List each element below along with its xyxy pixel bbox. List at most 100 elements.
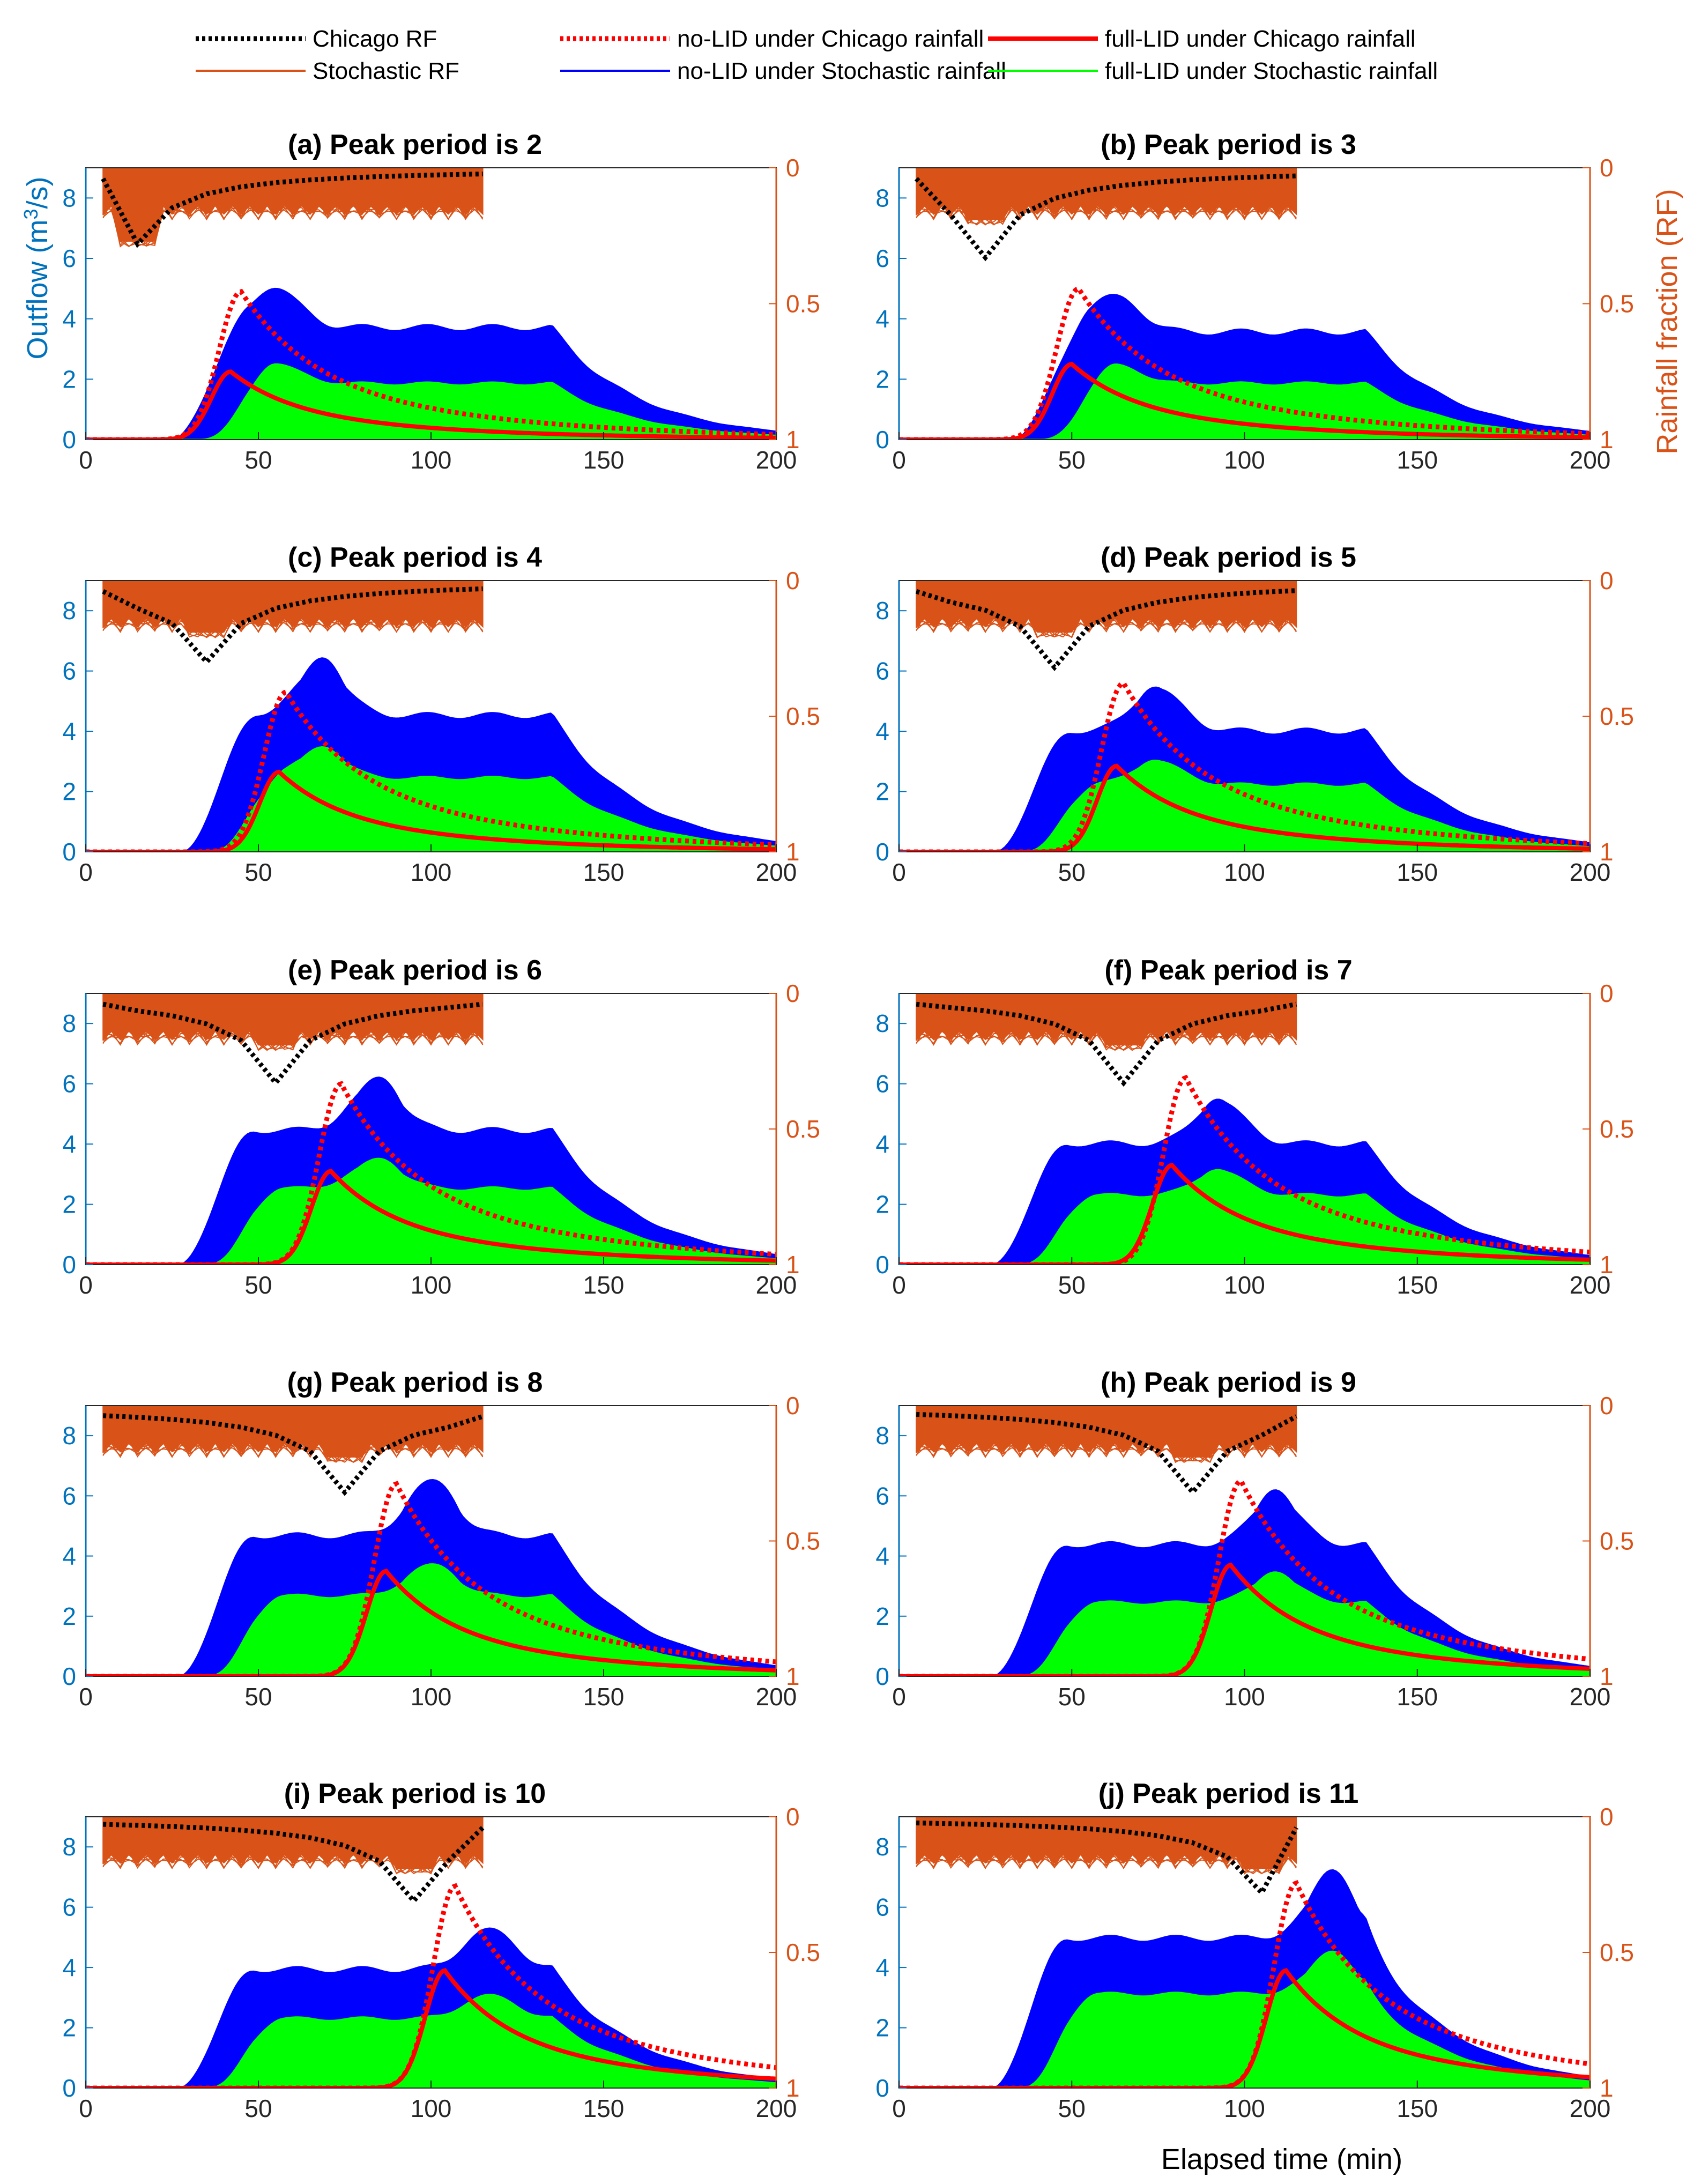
stochastic-rf-line [916,1848,1297,1875]
y-tick-label: 4 [875,305,889,333]
panel-f: 0 50 100 150 200 0 2 4 6 8 0 0.5 1 (f) Peak period is… [875,955,1634,1299]
x-tick-label: 200 [1570,2094,1611,2122]
x-tick-label: 150 [583,1271,625,1299]
panel-title: (i) Peak period is 10 [284,1778,546,1809]
y-tick-label: 0 [875,1251,889,1279]
full-lid-chicago-line [899,1968,1590,2088]
y-tick-label: 2 [62,1602,76,1630]
y-tick-label: 0 [62,1662,76,1690]
stochastic-rf-line [916,1437,1297,1464]
no-lid-chicago-line [86,288,776,440]
stochastic-rf-line [916,1024,1297,1051]
chicago-rf-line [916,1412,1298,1496]
rf-tick-label: 0 [1600,1392,1614,1420]
x-tick-label: 150 [1397,446,1438,474]
y-tick-label: 8 [875,1422,889,1450]
y-tick-label: 6 [62,657,76,685]
stochastic-rf-line [916,612,1297,637]
stochastic-rf-line [916,1848,1297,1875]
y-tick-label: 2 [875,778,889,806]
y-tick-label: 4 [62,1130,76,1158]
x-tick-label: 200 [756,2094,797,2122]
stochastic-rf-line [916,199,1297,226]
x-tick-label: 50 [244,1683,272,1711]
full-lid-chicago-line [899,763,1590,852]
y-tick-label: 0 [875,838,889,866]
panel-title: (a) Peak period is 2 [288,129,542,160]
rf-tick-label: 0 [1600,979,1614,1007]
no-lid-chicago-line [899,1880,1590,2088]
y-tick-label: 2 [62,1191,76,1219]
x-tick-label: 200 [1570,1271,1611,1299]
stochastic-rf-line [916,612,1297,638]
y-tick-label: 0 [62,838,76,866]
stochastic-rf-line [916,612,1297,638]
x-tick-label: 50 [244,858,272,886]
stochastic-rf-line [916,612,1297,638]
y-tick-label: 8 [875,1009,889,1037]
panel-i: 0 50 100 150 200 0 2 4 6 8 0 0.5 1 (i) Peak period is… [62,1778,820,2122]
rf-tick-label: 0.5 [786,702,820,730]
panel-title: (h) Peak period is 9 [1101,1367,1356,1398]
rf-tick-label: 1 [1600,2074,1614,2102]
y-tick-label: 8 [875,597,889,625]
rf-tick-label: 1 [786,838,800,866]
panel-d: 0 50 100 150 200 0 2 4 6 8 0 0.5 1 (d) Peak period is… [875,542,1634,886]
x-tick-label: 100 [1224,2094,1265,2122]
x-tick-label: 100 [1224,1271,1265,1299]
x-tick-label: 200 [756,858,797,886]
panel-a: 0 50 100 150 200 0 2 4 6 8 0 0.5 1 (a) Peak period is… [62,129,820,474]
stochastic-rf-line [103,1437,483,1462]
rf-tick-label: 0.5 [1600,1527,1634,1555]
stochastic-rf-line [102,1848,484,1875]
panel-title: (g) Peak period is 8 [287,1367,543,1398]
y-tick-label: 4 [875,1953,889,1981]
stochastic-rf-band [916,993,1297,1046]
rf-tick-label: 1 [786,1251,800,1279]
rf-tick-label: 1 [786,1662,800,1690]
x-tick-label: 150 [1397,2094,1438,2122]
y-tick-label: 0 [875,2074,889,2102]
y-tick-label: 8 [62,597,76,625]
rf-tick-label: 0 [786,979,800,1007]
full-lid-stochastic-band [992,1571,1590,1676]
y-tick-label: 0 [875,1662,889,1690]
rf-tick-label: 1 [786,426,800,454]
x-tick-label: 100 [1224,446,1265,474]
stochastic-rf-line [102,612,484,638]
stochastic-rf-line [916,199,1297,225]
chicago-rf-line [102,586,483,666]
rf-tick-label: 0 [1600,154,1614,182]
y-tick-label: 6 [62,244,76,272]
x-tick-label: 150 [583,1683,625,1711]
y-tick-label: 6 [875,1482,889,1510]
x-tick-label: 50 [244,1271,272,1299]
y-tick-label: 8 [875,1833,889,1861]
stochastic-rf-line [102,1024,484,1051]
stochastic-rf-line [103,199,483,247]
full-lid-chicago-line [86,1169,776,1265]
full-lid-stochastic-band [996,760,1590,852]
rf-tick-label: 0.5 [1600,1938,1634,1966]
x-tick-label: 200 [756,1683,797,1711]
panel-c: 0 50 100 150 200 0 2 4 6 8 0 0.5 1 (c) Peak period is… [62,542,820,886]
x-tick-label: 150 [1397,858,1438,886]
full-lid-chicago-line [899,1163,1590,1265]
x-tick-label: 0 [892,858,906,886]
y-tick-label: 6 [875,1893,889,1921]
y-tick-label: 6 [875,657,889,685]
chicago-rf-line [916,1821,1299,1897]
x-tick-label: 0 [79,1683,93,1711]
rf-tick-label: 0 [1600,1803,1614,1831]
y-tick-label: 8 [62,1833,76,1861]
rf-tick-label: 1 [1600,426,1614,454]
panel-title: (d) Peak period is 5 [1101,542,1356,573]
x-tick-label: 200 [756,446,797,474]
legend-label-1: Stochastic RF [313,58,459,84]
legend-label-5: full-LID under Stochastic rainfall [1105,58,1438,84]
rf-tick-label: 0.5 [1600,1115,1634,1143]
full-lid-stochastic-band [992,1950,1590,2088]
panel-j: 0 50 100 150 200 0 2 4 6 8 0 0.5 1 (j) Peak period is… [875,1778,1634,2122]
rf-tick-label: 0.5 [786,1938,820,1966]
